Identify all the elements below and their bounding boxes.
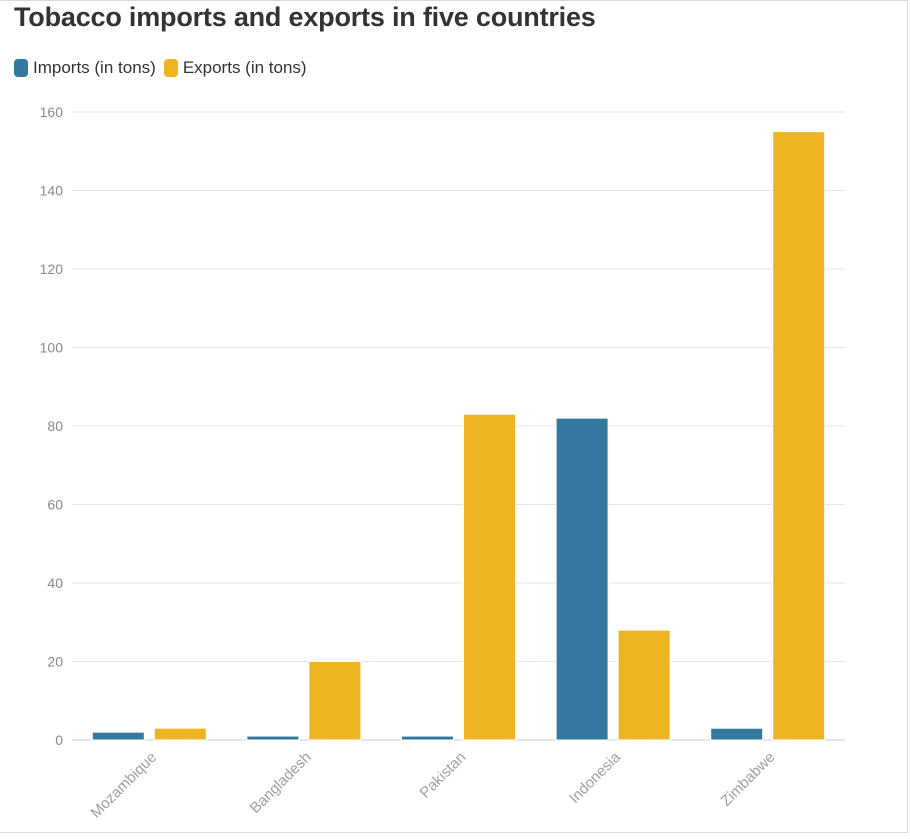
legend-label-exports: Exports (in tons) [182, 58, 307, 77]
bar-imports-zimbabwe[interactable] [710, 727, 764, 741]
bar-exports-pakistan[interactable] [463, 413, 516, 741]
y-tick-label: 120 [40, 261, 64, 277]
x-tick-label: Indonesia [566, 748, 624, 806]
bar-exports-mozambique[interactable] [153, 727, 207, 741]
x-tick-label: Pakistan [417, 749, 470, 802]
bar-imports-indonesia[interactable] [555, 417, 609, 741]
bar-exports-zimbabwe[interactable] [772, 131, 826, 741]
x-tick-label: Zimbabwe [718, 749, 779, 810]
legend-item-exports[interactable]: Exports (in tons) [163, 58, 307, 78]
y-tick-label: 160 [40, 104, 64, 120]
chart-title: Tobacco imports and exports in five coun… [14, 2, 596, 32]
y-tick-label: 60 [47, 497, 63, 513]
y-tick-label: 140 [40, 183, 64, 199]
y-tick-label: 80 [47, 418, 63, 434]
gridlines [72, 111, 845, 741]
legend-label-imports: Imports (in tons) [33, 58, 156, 77]
bar-imports-bangladesh[interactable] [246, 735, 300, 741]
legend-item-imports[interactable]: Imports (in tons) [14, 58, 156, 78]
legend: Imports (in tons) Exports (in tons) [14, 58, 315, 78]
bars [91, 131, 826, 741]
bar-exports-indonesia[interactable] [617, 629, 671, 741]
legend-swatch-exports [163, 59, 178, 77]
bar-imports-pakistan[interactable] [401, 735, 454, 741]
bar-exports-bangladesh[interactable] [308, 661, 362, 741]
y-axis-ticks: 0 20 40 60 80 100 120 140 160 [40, 104, 64, 748]
y-tick-label: 0 [55, 732, 63, 748]
x-tick-label: Mozambique [87, 749, 160, 822]
y-tick-label: 100 [40, 340, 64, 356]
legend-swatch-imports [14, 59, 28, 77]
y-tick-label: 40 [47, 575, 63, 591]
x-tick-label: Bangladesh [247, 749, 315, 817]
bar-imports-mozambique[interactable] [91, 731, 145, 741]
x-axis-labels: Mozambique Bangladesh Pakistan Indonesia Zim… [87, 748, 778, 821]
y-tick-label: 20 [47, 654, 63, 670]
